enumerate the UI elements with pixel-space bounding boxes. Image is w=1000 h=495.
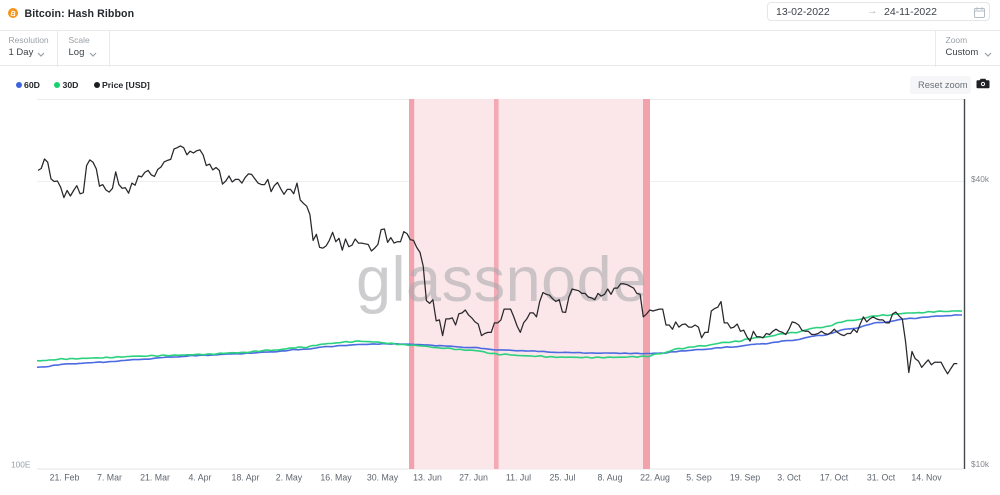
svg-text:13. Jun: 13. Jun <box>413 473 442 483</box>
svg-text:17. Oct: 17. Oct <box>820 473 849 483</box>
svg-text:18. Apr: 18. Apr <box>232 473 260 483</box>
svg-text:8. Aug: 8. Aug <box>598 473 623 483</box>
svg-text:7. Mar: 7. Mar <box>97 473 122 483</box>
svg-text:16. May: 16. May <box>320 473 352 483</box>
svg-text:19. Sep: 19. Sep <box>730 473 760 483</box>
svg-text:$10k: $10k <box>971 459 990 469</box>
svg-text:27. Jun: 27. Jun <box>459 473 488 483</box>
svg-text:30. May: 30. May <box>367 473 399 483</box>
svg-text:21. Feb: 21. Feb <box>50 473 80 483</box>
svg-text:2. May: 2. May <box>276 473 303 483</box>
svg-text:31. Oct: 31. Oct <box>867 473 896 483</box>
svg-text:glassnode: glassnode <box>356 245 648 315</box>
svg-text:22. Aug: 22. Aug <box>640 473 670 483</box>
svg-text:5. Sep: 5. Sep <box>686 473 712 483</box>
svg-text:3. Oct: 3. Oct <box>777 473 801 483</box>
svg-text:11. Jul: 11. Jul <box>506 473 531 483</box>
svg-text:14. Nov: 14. Nov <box>911 473 942 483</box>
svg-text:4. Apr: 4. Apr <box>189 473 212 483</box>
svg-text:$40k: $40k <box>971 174 990 184</box>
svg-text:21. Mar: 21. Mar <box>140 473 170 483</box>
svg-text:100E: 100E <box>11 460 31 470</box>
svg-text:25. Jul: 25. Jul <box>550 473 576 483</box>
